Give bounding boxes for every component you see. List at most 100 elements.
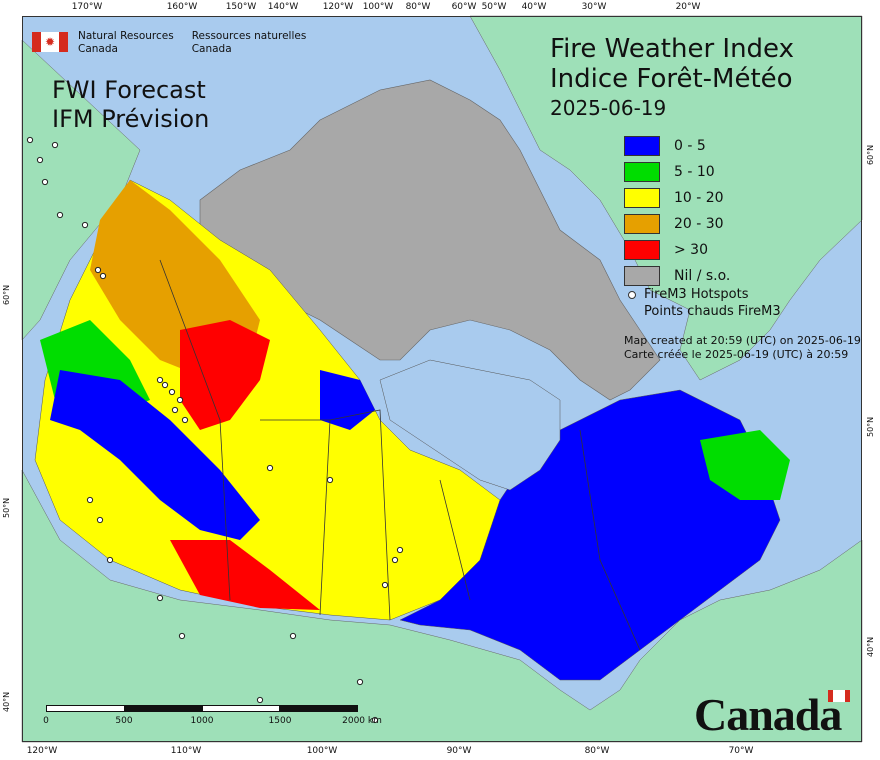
tick-top: 160°W	[166, 2, 198, 12]
scale-bar	[46, 705, 358, 712]
hotspot-marker	[326, 476, 334, 484]
hotspot-marker	[181, 416, 189, 424]
hotspot-marker	[256, 696, 264, 704]
product-line2: IFM Prévision	[52, 105, 210, 133]
scale-label: 500	[115, 716, 133, 726]
tick-bottom: 90°W	[446, 746, 472, 756]
legend-swatch	[624, 214, 660, 234]
hotspot-layer	[26, 136, 404, 724]
legend-label: Nil / s.o.	[674, 268, 731, 284]
agency-en-line2: Canada	[78, 43, 118, 55]
scale-label: 2000 km	[342, 716, 382, 726]
labrador-green	[700, 430, 790, 500]
tick-top: 30°W	[581, 2, 607, 12]
canada-red-south	[170, 540, 320, 610]
hotspot-marker	[391, 556, 399, 564]
legend-item: 10 - 20	[624, 186, 730, 210]
hotspot-marker	[396, 546, 404, 554]
hotspot-marker	[289, 632, 297, 640]
canada-blue-bc	[50, 370, 260, 540]
hotspot-marker	[56, 211, 64, 219]
canada-blue-east	[399, 389, 781, 681]
scale-label: 0	[43, 716, 49, 726]
legend-item: 20 - 30	[624, 212, 730, 236]
hudson-blue	[320, 370, 375, 430]
tick-right: 50°N	[866, 416, 875, 437]
hotspot-marker	[168, 388, 176, 396]
tick-top: 50°W	[481, 2, 507, 12]
legend-label: 10 - 20	[674, 190, 724, 206]
arctic-nil	[199, 79, 661, 401]
scale-label: 1000	[190, 716, 214, 726]
scale-segment	[203, 706, 281, 711]
usa	[21, 469, 863, 743]
legend-label: 20 - 30	[674, 216, 724, 232]
creation-note: Map created at 20:59 (UTC) on 2025-06-19…	[624, 334, 861, 362]
hotspot-marker	[26, 136, 34, 144]
map-title: Fire Weather Index Indice Forêt-Météo	[550, 34, 794, 94]
tick-bottom: 110°W	[170, 746, 202, 756]
tick-top: 80°W	[405, 2, 431, 12]
hotspot-marker	[356, 678, 364, 686]
legend-swatch	[624, 240, 660, 260]
tick-top: 20°W	[675, 2, 701, 12]
product-label: FWI Forecast IFM Prévision	[52, 76, 209, 134]
agency-signature: ✹ Natural Resources Canada Ressources na…	[32, 30, 314, 56]
hotspot-marker	[161, 381, 169, 389]
tick-right: 40°N	[866, 636, 875, 657]
hotspot-marker	[156, 376, 164, 384]
agency-en-line1: Natural Resources	[78, 30, 174, 42]
provincial-boundaries	[159, 259, 641, 651]
hotspot-marker	[266, 464, 274, 472]
hotspot-marker	[94, 266, 102, 274]
tick-top: 40°W	[521, 2, 547, 12]
created-fr: Carte créée le 2025-06-19 (UTC) à 20:59	[624, 348, 849, 361]
legend-label: 5 - 10	[674, 164, 715, 180]
wordmark-flag-icon	[828, 690, 850, 702]
hotspot-marker	[176, 396, 184, 404]
tick-top: 150°W	[225, 2, 257, 12]
legend-item: 0 - 5	[624, 134, 730, 158]
tick-bottom: 120°W	[26, 746, 58, 756]
tick-bottom: 70°W	[728, 746, 754, 756]
hudson-bay	[379, 359, 561, 491]
agency-fr-line1: Ressources naturelles	[191, 30, 307, 42]
tick-top: 140°W	[267, 2, 299, 12]
hotspot-marker	[381, 581, 389, 589]
greenland	[469, 15, 863, 381]
tick-left: 60°N	[2, 284, 11, 305]
tick-right: 60°N	[866, 144, 875, 165]
hotspot-marker	[178, 632, 186, 640]
hotspot-marker	[51, 141, 59, 149]
legend-swatch	[624, 266, 660, 286]
legend-label: > 30	[674, 242, 708, 258]
hotspot-label-en: FireM3 Hotspots	[644, 287, 749, 302]
hotspot-legend: FireM3 Hotspots Points chauds FireM3	[628, 286, 781, 320]
legend: 0 - 5 5 - 10 10 - 20 20 - 30 > 30 Nil / …	[624, 134, 730, 290]
tick-top: 170°W	[71, 2, 103, 12]
hotspot-marker	[156, 594, 164, 602]
hotspot-marker	[371, 716, 379, 724]
hotspot-marker	[36, 156, 44, 164]
legend-swatch	[624, 188, 660, 208]
agency-fr-line2: Canada	[191, 43, 232, 55]
canada-wordmark: Canada	[694, 689, 842, 740]
scale-segment	[280, 706, 357, 711]
legend-swatch	[624, 136, 660, 156]
legend-item: 5 - 10	[624, 160, 730, 184]
product-line1: FWI Forecast	[52, 76, 206, 104]
legend-label: 0 - 5	[674, 138, 706, 154]
hotspot-label-fr: Points chauds FireM3	[644, 304, 781, 319]
hotspot-marker	[81, 221, 89, 229]
scale-label: 1500	[268, 716, 292, 726]
hotspot-marker	[41, 178, 49, 186]
tick-top: 120°W	[322, 2, 354, 12]
created-en: Map created at 20:59 (UTC) on 2025-06-19	[624, 334, 861, 347]
hotspot-marker-icon	[628, 291, 636, 299]
scale-segment	[47, 706, 125, 711]
tick-top: 100°W	[362, 2, 394, 12]
legend-item: Nil / s.o.	[624, 264, 730, 288]
hotspot-marker	[99, 272, 107, 280]
hotspot-marker	[86, 496, 94, 504]
